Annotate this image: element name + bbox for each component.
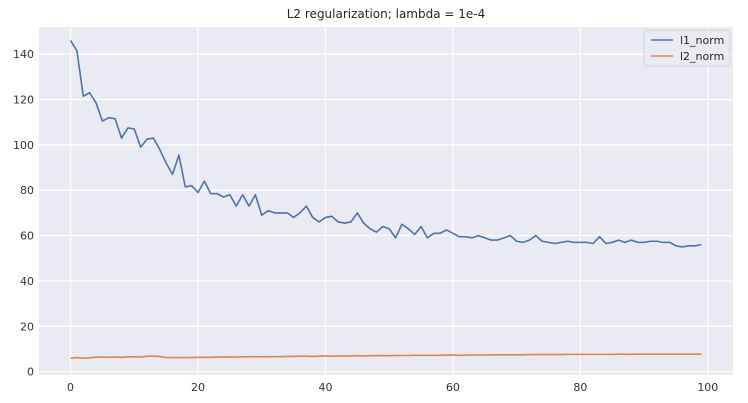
chart-title: L2 regularization; lambda = 1e-4: [287, 7, 486, 21]
y-tick-label: 0: [27, 366, 34, 379]
legend-label-l1-norm: l1_norm: [680, 34, 724, 47]
y-tick-label: 120: [13, 94, 34, 107]
y-tick-label: 140: [13, 48, 34, 61]
x-tick-label: 80: [573, 381, 587, 394]
x-tick-label: 40: [318, 381, 332, 394]
x-tick-label: 20: [191, 381, 205, 394]
series-lines: [69, 40, 702, 360]
grid-lines: [39, 27, 733, 375]
legend-label-l2-norm: l2_norm: [680, 50, 724, 63]
y-tick-label: 60: [20, 230, 34, 243]
plot-area: [39, 27, 733, 375]
tick-labels: 0 20 40 60 80 100 0 20 40 60 80 100 120 140: [13, 48, 718, 394]
y-tick-label: 80: [20, 184, 34, 197]
x-tick-label: 60: [446, 381, 460, 394]
y-tick-label: 20: [20, 320, 34, 333]
y-tick-label: 100: [13, 139, 34, 152]
series-line-l2-norm: [70, 353, 702, 360]
legend: l1_norm l2_norm: [643, 29, 731, 67]
series-line-l1-norm: [69, 40, 702, 248]
y-tick-label: 40: [20, 275, 34, 288]
x-tick-label: 100: [697, 381, 718, 394]
x-tick-label: 0: [67, 381, 74, 394]
legend-box: [643, 29, 731, 67]
